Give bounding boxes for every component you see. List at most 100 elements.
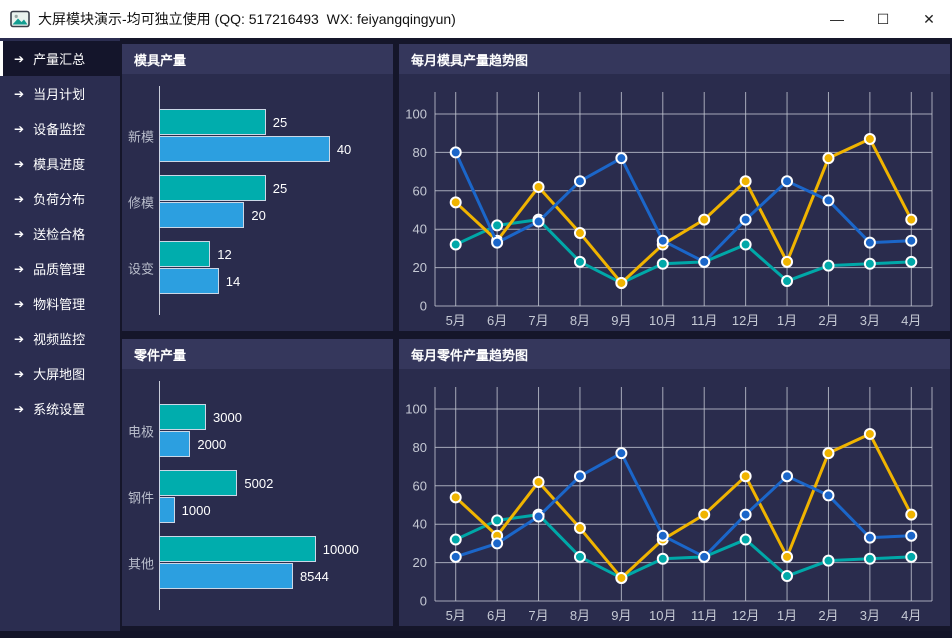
data-point xyxy=(905,550,918,563)
main-content: 模具产量 新模 25 40 修模 25 20 设变 12 14 每月模具产量趋势图 0 20 40 6… xyxy=(120,38,952,638)
y-tick-label: 80 xyxy=(413,145,427,160)
bar-value-label: 25 xyxy=(272,114,288,130)
data-point xyxy=(573,470,586,483)
maximize-button[interactable]: ☐ xyxy=(876,10,890,27)
bar xyxy=(159,109,266,135)
app-body: ➔ 产量汇总 ➔ 当月计划 ➔ 设备监控 ➔ 模具进度 ➔ 负荷分布 ➔ 送检合… xyxy=(0,38,952,638)
y-tick-label: 60 xyxy=(413,183,427,198)
sidebar-item-big-screen-map[interactable]: ➔ 大屏地图 xyxy=(0,356,120,391)
bar xyxy=(159,404,207,430)
x-tick-label: 5月 xyxy=(446,313,466,328)
x-tick-label: 10月 xyxy=(649,313,676,328)
y-tick-label: 80 xyxy=(413,440,427,455)
bar xyxy=(159,563,293,589)
bar-group: 电极 3000 2000 xyxy=(128,404,393,457)
bar-row: 25 xyxy=(159,109,393,135)
sidebar-item-month-plan[interactable]: ➔ 当月计划 xyxy=(0,76,120,111)
x-tick-label: 9月 xyxy=(611,313,631,328)
line-series xyxy=(454,137,913,285)
sidebar-item-device-monitor[interactable]: ➔ 设备监控 xyxy=(0,111,120,146)
data-point xyxy=(698,255,711,268)
sidebar: ➔ 产量汇总 ➔ 当月计划 ➔ 设备监控 ➔ 模具进度 ➔ 负荷分布 ➔ 送检合… xyxy=(0,38,120,638)
minimize-button[interactable]: — xyxy=(830,11,844,27)
bar-row: 20 xyxy=(159,202,393,228)
bar-row: 1000 xyxy=(159,497,393,523)
data-point xyxy=(905,508,918,521)
bar-row: 8544 xyxy=(159,563,393,589)
panel-title: 模具产量 xyxy=(122,44,393,74)
x-tick-label: 8月 xyxy=(570,608,590,623)
x-tick-label: 8月 xyxy=(570,313,590,328)
bar xyxy=(159,470,238,496)
sidebar-item-production-summary[interactable]: ➔ 产量汇总 xyxy=(0,41,120,76)
data-point xyxy=(615,276,628,289)
app-icon xyxy=(10,10,30,28)
data-point xyxy=(822,152,835,165)
y-tick-label: 0 xyxy=(420,299,427,314)
x-tick-label: 5月 xyxy=(446,608,466,623)
bar-group: 修模 25 20 xyxy=(128,175,393,228)
arrow-right-icon: ➔ xyxy=(14,366,25,381)
titlebar: 大屏模块演示-均可独立使用 (QQ: 517216493 WX: feiyang… xyxy=(0,0,952,38)
data-point xyxy=(656,552,669,565)
x-tick-label: 3月 xyxy=(860,608,880,623)
bar-row: 25 xyxy=(159,175,393,201)
arrow-right-icon: ➔ xyxy=(14,296,25,311)
close-button[interactable]: ✕ xyxy=(923,10,935,27)
data-point xyxy=(449,533,462,546)
data-point xyxy=(822,194,835,207)
data-point xyxy=(656,234,669,247)
y-tick-label: 40 xyxy=(413,222,427,237)
x-tick-label: 2月 xyxy=(818,313,838,328)
sidebar-item-mold-progress[interactable]: ➔ 模具进度 xyxy=(0,146,120,181)
bar xyxy=(159,268,219,294)
sidebar-item-video-monitor[interactable]: ➔ 视频监控 xyxy=(0,321,120,356)
panel-title: 零件产量 xyxy=(122,339,393,369)
x-tick-label: 7月 xyxy=(528,313,548,328)
panel-mold-output: 模具产量 新模 25 40 修模 25 20 设变 12 14 xyxy=(122,44,393,331)
bar xyxy=(159,536,316,562)
line-series xyxy=(455,451,912,559)
x-tick-label: 10月 xyxy=(649,608,676,623)
line-series xyxy=(455,513,912,580)
arrow-right-icon: ➔ xyxy=(14,156,25,171)
sidebar-item-label: 品质管理 xyxy=(33,262,86,277)
sidebar-item-label: 负荷分布 xyxy=(33,192,86,207)
bar-value-label: 5002 xyxy=(244,475,274,491)
sidebar-item-load-distribution[interactable]: ➔ 负荷分布 xyxy=(0,181,120,216)
data-point xyxy=(863,132,876,145)
x-tick-label: 9月 xyxy=(611,608,631,623)
part-trend-line-chart: 0 20 40 60 80 100 5月 6月 7月 8月 9月 10月 11月 12月 1月 2月 3月 4月 xyxy=(405,387,933,623)
y-tick-label: 20 xyxy=(413,555,427,570)
y-tick-label: 20 xyxy=(413,260,427,275)
window-bottom-border xyxy=(0,631,952,638)
bar xyxy=(159,202,245,228)
x-tick-label: 11月 xyxy=(691,608,718,623)
y-tick-label: 60 xyxy=(413,478,427,493)
sidebar-item-inspection-pass[interactable]: ➔ 送检合格 xyxy=(0,216,120,251)
bar xyxy=(159,136,330,162)
data-point xyxy=(781,255,794,268)
sidebar-item-quality-management[interactable]: ➔ 品质管理 xyxy=(0,251,120,286)
sidebar-item-label: 物料管理 xyxy=(33,297,86,312)
mold-trend-line-chart: 0 20 40 60 80 100 5月 6月 7月 8月 9月 10月 11月 12月 1月 2月 3月 4月 xyxy=(405,92,933,328)
sidebar-item-material-management[interactable]: ➔ 物料管理 xyxy=(0,286,120,321)
bar-row: 3000 xyxy=(159,404,393,430)
sidebar-item-system-settings[interactable]: ➔ 系统设置 xyxy=(0,391,120,426)
category-label: 设变 xyxy=(128,261,155,276)
panel-mold-trend: 每月模具产量趋势图 0 20 40 60 80 100 5月 6月 7月 8月 9月 10月 11月 12… xyxy=(399,44,950,331)
data-point xyxy=(449,491,462,504)
x-tick-label: 1月 xyxy=(777,608,797,623)
data-point xyxy=(863,236,876,249)
x-tick-label: 11月 xyxy=(691,313,718,328)
x-tick-label: 4月 xyxy=(901,608,921,623)
data-point xyxy=(781,175,794,188)
data-point xyxy=(739,470,752,483)
data-point xyxy=(905,529,918,542)
arrow-right-icon: ➔ xyxy=(14,401,25,416)
data-point xyxy=(863,427,876,440)
line-series xyxy=(454,151,912,264)
data-point xyxy=(739,238,752,251)
data-point xyxy=(449,550,462,563)
